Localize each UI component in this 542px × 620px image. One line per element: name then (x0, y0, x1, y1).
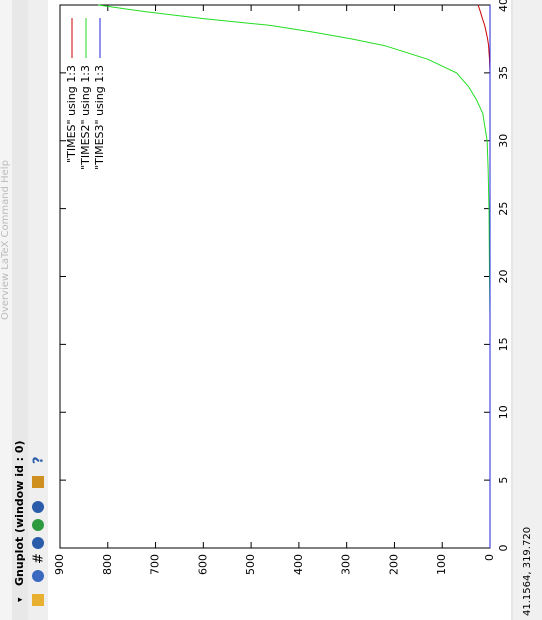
legend-label: "TIMES" using 1:3 (65, 65, 78, 163)
title-bar (12, 0, 28, 620)
x-tick-label: 10 (497, 405, 510, 419)
y-tick-label: 300 (340, 554, 353, 575)
x-tick-label: 40 (497, 0, 510, 12)
y-tick-label: 600 (196, 554, 209, 575)
window-title: Gnuplot (window id : 0) (13, 440, 26, 586)
tool-zoom[interactable] (32, 519, 44, 531)
tool-config[interactable] (32, 476, 44, 488)
background-window (0, 0, 12, 620)
y-tick-label: 200 (387, 554, 400, 575)
legend-label: "TIMES2" using 1:3 (79, 65, 92, 170)
tool-copy[interactable] (32, 594, 44, 606)
x-tick-label: 20 (497, 270, 510, 284)
tool-grid[interactable]: # (32, 553, 47, 564)
x-tick-label: 35 (497, 66, 510, 80)
background-menu: Overview LaTeX Command Help (0, 160, 11, 320)
tool-help[interactable]: ? (32, 456, 47, 464)
tool-replot[interactable] (32, 570, 44, 582)
plot-frame (59, 4, 491, 549)
y-tick-label: 700 (149, 554, 162, 575)
x-tick-label: 0 (497, 545, 510, 552)
series-line (98, 4, 491, 548)
x-tick-label: 15 (497, 337, 510, 351)
y-tick-label: 100 (435, 554, 448, 575)
status-text: 41.1564, 319.720 (522, 527, 533, 616)
legend-label: "TIMES3" using 1:3 (93, 65, 106, 170)
y-tick-label: 800 (101, 554, 114, 575)
tool-unzoom[interactable] (32, 537, 44, 549)
x-tick-label: 5 (497, 477, 510, 484)
tool-zoom-out[interactable] (32, 501, 44, 513)
y-tick-label: 400 (292, 554, 305, 575)
status-bar (513, 0, 542, 620)
x-tick-label: 25 (497, 202, 510, 216)
x-tick-label: 30 (497, 134, 510, 148)
y-tick-label: 0 (483, 554, 496, 561)
y-tick-label: 900 (53, 554, 66, 575)
y-tick-label: 500 (244, 554, 257, 575)
window-menu-icon[interactable]: ▾ (16, 597, 26, 602)
toolbar (28, 0, 48, 620)
